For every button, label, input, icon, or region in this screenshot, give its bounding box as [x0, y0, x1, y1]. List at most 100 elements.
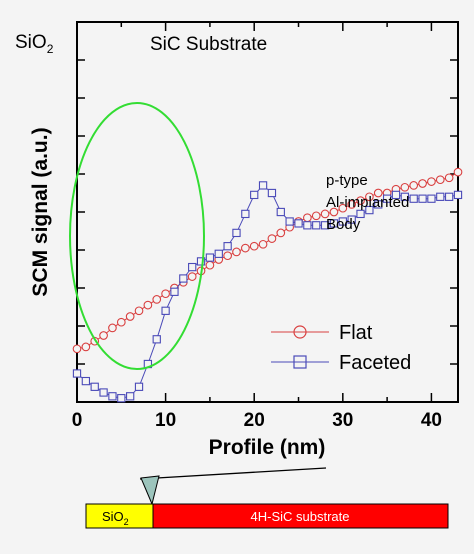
data-point	[90, 382, 99, 391]
device-schematic: SiO2 4H-SiC substrate	[85, 467, 449, 529]
data-point	[382, 194, 392, 203]
data-point	[108, 392, 117, 401]
data-point	[72, 369, 82, 378]
sio2-layer-label: SiO2	[102, 509, 129, 527]
data-point	[187, 272, 197, 281]
y-axis-label: SCM signal (a.u.)	[29, 127, 52, 296]
data-point	[223, 251, 232, 261]
series-faceted	[72, 181, 463, 403]
data-point	[276, 207, 285, 217]
x-tick-label: 30	[332, 410, 353, 431]
data-point	[116, 317, 126, 327]
data-point	[223, 242, 232, 251]
legend-flat-label: Flat	[339, 322, 373, 344]
legend: Flat Faceted	[271, 322, 411, 374]
data-point	[427, 177, 436, 186]
data-point	[400, 192, 409, 201]
x-tick-labels: 0 10 20 30 40	[72, 410, 442, 431]
data-point	[374, 200, 383, 209]
data-point	[152, 335, 161, 344]
data-point	[214, 249, 223, 258]
data-point	[99, 388, 108, 397]
data-point	[81, 376, 91, 386]
data-point	[232, 228, 241, 238]
data-point	[196, 257, 206, 266]
data-point	[276, 228, 286, 238]
body-label-line2: Al-implanted	[326, 194, 409, 211]
series-flat	[72, 167, 463, 354]
body-label-line1: p-type	[326, 172, 368, 189]
data-point	[356, 196, 365, 205]
substrate-label: SiC Substrate	[150, 34, 267, 55]
data-point	[347, 200, 357, 209]
data-point	[205, 253, 215, 262]
data-point	[338, 203, 348, 213]
x-tick-label: 0	[72, 410, 83, 431]
data-point	[125, 312, 135, 321]
data-point	[311, 211, 321, 221]
data-point	[267, 234, 277, 243]
data-point	[320, 209, 330, 219]
data-point	[179, 274, 188, 283]
data-point	[285, 217, 294, 226]
data-point	[240, 243, 250, 253]
data-point	[320, 221, 330, 230]
highlight-ellipse	[69, 102, 205, 370]
data-point	[418, 179, 427, 188]
data-point	[232, 247, 241, 257]
data-point	[338, 217, 347, 226]
data-point	[347, 215, 356, 224]
data-point	[249, 241, 259, 251]
data-point	[134, 382, 144, 391]
data-point	[250, 190, 259, 200]
substrate-layer	[152, 503, 449, 529]
legend-faceted-marker	[293, 355, 307, 369]
data-point	[435, 175, 445, 185]
data-point	[329, 207, 339, 217]
legend-flat-marker	[293, 325, 307, 339]
data-point	[436, 192, 445, 201]
data-point	[303, 221, 312, 230]
data-point	[152, 295, 162, 304]
substrate-layer-label: 4H-SiC substrate	[251, 509, 350, 524]
data-point	[312, 221, 321, 230]
data-point	[409, 194, 418, 203]
legend-faceted-label: Faceted	[339, 352, 411, 374]
data-point	[427, 194, 436, 203]
data-point	[108, 323, 117, 333]
data-point	[170, 287, 179, 296]
data-point	[258, 239, 268, 249]
data-point	[365, 205, 374, 215]
data-point	[365, 192, 374, 202]
axis-ticks	[76, 21, 458, 403]
data-point	[161, 289, 170, 299]
tip-pointer-line	[139, 467, 327, 480]
data-point	[258, 181, 268, 190]
x-tick-label: 20	[244, 410, 265, 431]
data-point	[117, 394, 126, 403]
x-tick-label: 10	[155, 410, 176, 431]
sio2-top-label: SiO2	[15, 32, 54, 56]
x-tick-label: 40	[421, 410, 442, 431]
data-point	[356, 209, 365, 219]
data-point	[329, 219, 339, 228]
data-point	[81, 342, 91, 352]
data-point	[400, 182, 410, 192]
data-point	[134, 306, 144, 316]
data-point	[444, 173, 454, 183]
data-point	[373, 188, 383, 198]
data-point	[99, 331, 108, 340]
data-point	[126, 392, 135, 401]
data-point	[453, 167, 463, 177]
data-point	[143, 300, 153, 310]
data-point	[444, 192, 454, 201]
body-label-line3: Body	[326, 216, 361, 233]
data-point	[188, 262, 197, 272]
data-point	[161, 306, 170, 315]
data-point	[241, 209, 250, 219]
data-point	[294, 219, 303, 228]
data-point	[453, 190, 463, 200]
series-layer	[72, 167, 463, 403]
